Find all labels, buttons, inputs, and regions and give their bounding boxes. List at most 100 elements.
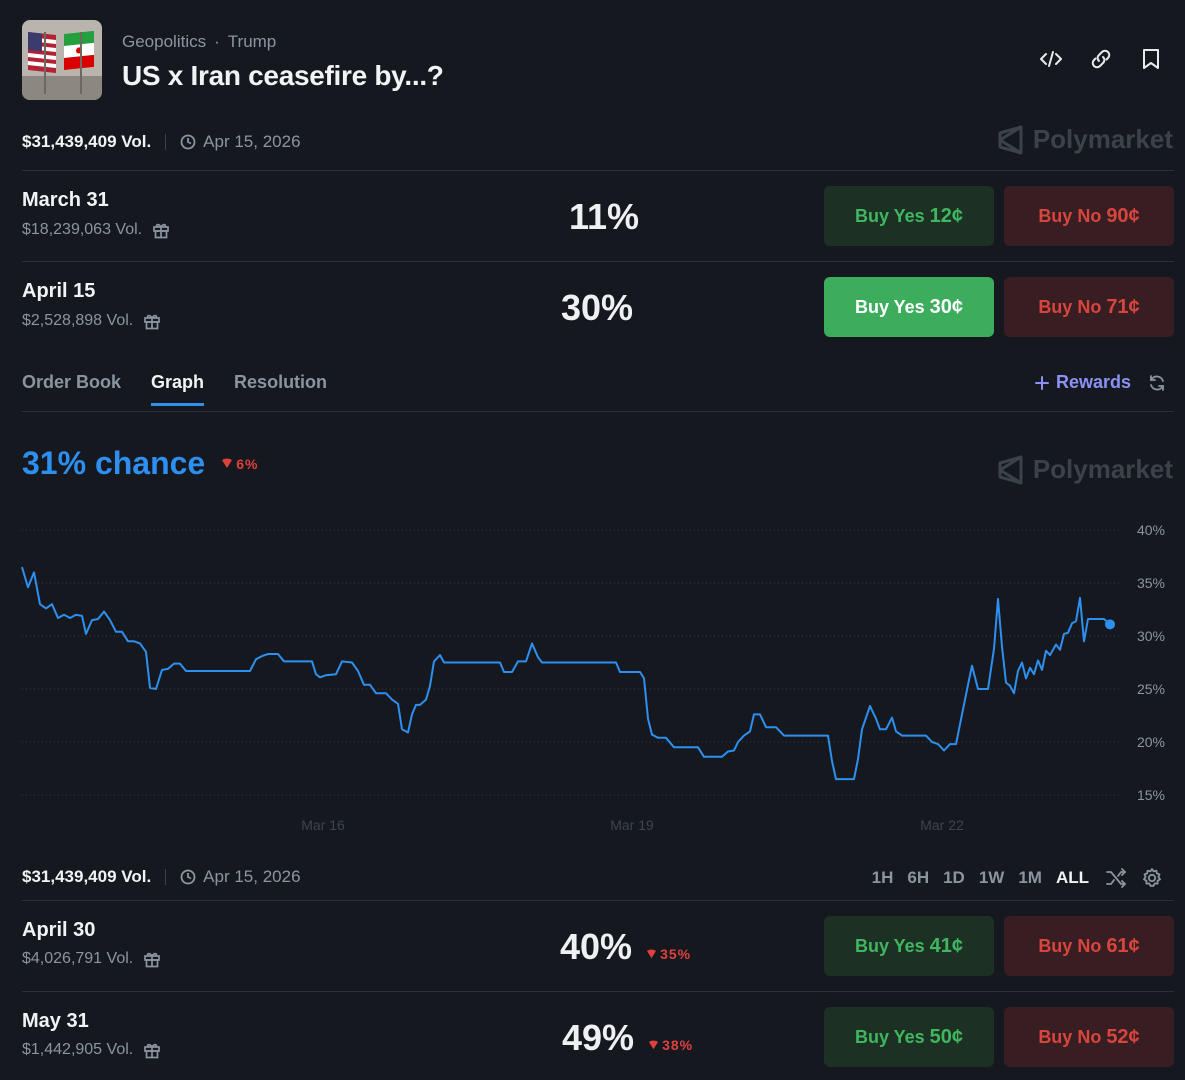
y-tick-label: 20% xyxy=(1137,734,1165,750)
market-name[interactable]: May 31 xyxy=(22,1010,89,1032)
buy-no-button[interactable]: Buy No 52¢ xyxy=(1004,1007,1174,1067)
chance-change: 6% xyxy=(221,456,258,472)
divider xyxy=(22,261,1174,262)
plus-icon xyxy=(1035,375,1049,390)
divider xyxy=(22,411,1174,412)
meta-divider xyxy=(165,134,167,150)
watermark-text: Polymarket xyxy=(1032,124,1173,154)
market-name[interactable]: March 31 xyxy=(22,189,109,211)
breadcrumb-item-geopolitics[interactable]: Geopolitics xyxy=(122,32,207,51)
gift-icon[interactable] xyxy=(143,950,161,968)
link-icon[interactable] xyxy=(1089,46,1113,72)
y-tick-label: 35% xyxy=(1137,575,1165,591)
market-percent: 11% xyxy=(569,196,639,238)
buy-yes-price: 30¢ xyxy=(929,295,964,318)
buy-no-label: Buy No xyxy=(1038,296,1102,317)
market-percent-value: 30% xyxy=(561,287,634,328)
settings-gear-icon[interactable] xyxy=(1141,867,1163,889)
range-1h[interactable]: 1H xyxy=(871,868,894,887)
embed-icon[interactable] xyxy=(1039,46,1063,72)
chart-end-dot xyxy=(1105,619,1115,630)
tab-resolution[interactable]: Resolution xyxy=(234,372,328,392)
buy-no-label: Buy No xyxy=(1038,205,1102,226)
buy-no-button[interactable]: Buy No 90¢ xyxy=(1004,186,1174,246)
buy-no-button[interactable]: Buy No 61¢ xyxy=(1004,916,1174,976)
x-tick-label: Mar 19 xyxy=(610,817,654,833)
buy-yes-label: Buy Yes xyxy=(854,935,925,956)
total-volume: $31,439,409 Vol. xyxy=(22,132,152,151)
market-volume: $1,442,905 Vol. xyxy=(22,1041,161,1059)
buy-no-button[interactable]: Buy No 71¢ xyxy=(1004,277,1174,337)
end-date-text: Apr 15, 2026 xyxy=(203,867,301,886)
polymarket-watermark: Polymarket xyxy=(997,454,1173,485)
y-tick-label: 15% xyxy=(1137,787,1165,803)
gift-icon[interactable] xyxy=(143,1041,161,1059)
range-1w[interactable]: 1W xyxy=(978,868,1005,887)
buy-yes-label: Buy Yes xyxy=(854,205,925,226)
tab-order-book[interactable]: Order Book xyxy=(22,372,122,392)
buy-no-label: Buy No xyxy=(1038,935,1102,956)
buy-yes-button[interactable]: Buy Yes 50¢ xyxy=(824,1007,994,1067)
y-tick-label: 25% xyxy=(1137,681,1165,697)
market-change: 35% xyxy=(646,946,691,962)
buy-yes-button[interactable]: Buy Yes 12¢ xyxy=(824,186,994,246)
polymarket-watermark: Polymarket xyxy=(997,124,1173,155)
buy-no-price: 71¢ xyxy=(1106,295,1140,318)
clock-icon xyxy=(180,134,196,150)
gift-icon[interactable] xyxy=(152,221,170,239)
tab-graph[interactable]: Graph xyxy=(151,372,205,406)
down-triangle-icon xyxy=(647,949,657,959)
polymarket-logo-icon xyxy=(998,455,1023,484)
shuffle-icon[interactable] xyxy=(1105,868,1127,888)
buy-yes-price: 41¢ xyxy=(929,934,964,957)
refresh-icon[interactable] xyxy=(1147,373,1167,398)
end-date: Apr 15, 2026 xyxy=(180,132,301,152)
volume-summary: $31,439,409 Vol. Apr 15, 2026 xyxy=(22,132,301,152)
y-tick-label: 40% xyxy=(1137,522,1165,538)
buy-yes-button[interactable]: Buy Yes 41¢ xyxy=(824,916,994,976)
breadcrumb-item-trump[interactable]: Trump xyxy=(227,32,277,51)
event-thumbnail xyxy=(22,20,102,100)
market-volume-text: $1,442,905 Vol. xyxy=(22,1041,134,1058)
divider xyxy=(22,991,1174,992)
chart-grid xyxy=(22,529,1122,796)
flags-image xyxy=(22,20,102,100)
volume-summary: $31,439,409 Vol. Apr 15, 2026 xyxy=(22,867,301,887)
range-1d[interactable]: 1D xyxy=(943,868,965,887)
range-1m[interactable]: 1M xyxy=(1018,868,1042,887)
buy-yes-button-selected[interactable]: Buy Yes 30¢ xyxy=(824,277,994,337)
watermark-text: Polymarket xyxy=(1032,454,1173,484)
rewards-label: Rewards xyxy=(1056,372,1132,392)
down-triangle-icon xyxy=(222,458,233,468)
market-name[interactable]: April 30 xyxy=(22,919,96,941)
market-volume: $2,528,898 Vol. xyxy=(22,312,161,330)
range-all[interactable]: ALL xyxy=(1055,868,1089,887)
time-range-selector: 1H 6H 1D 1W 1M ALL xyxy=(872,867,1163,889)
market-volume-text: $4,026,791 Vol. xyxy=(22,950,134,967)
market-volume-text: $2,528,898 Vol. xyxy=(22,312,134,329)
market-percent-value: 49% xyxy=(562,1017,635,1058)
rewards-button[interactable]: Rewards xyxy=(1034,372,1131,393)
header-actions xyxy=(1039,46,1163,72)
buy-yes-price: 12¢ xyxy=(929,204,964,227)
polymarket-logo-icon xyxy=(998,125,1023,154)
market-volume-text: $18,239,063 Vol. xyxy=(22,221,143,238)
x-axis-labels: Mar 16 Mar 19 Mar 22 xyxy=(301,817,964,833)
x-tick-label: Mar 16 xyxy=(301,817,345,833)
market-change-value: 35% xyxy=(660,946,692,962)
meta-divider xyxy=(165,869,167,885)
market-name[interactable]: April 15 xyxy=(22,280,96,302)
gift-icon[interactable] xyxy=(143,312,161,330)
buy-yes-label: Buy Yes xyxy=(854,1026,925,1047)
market-volume: $4,026,791 Vol. xyxy=(22,950,161,968)
bookmark-icon[interactable] xyxy=(1139,46,1163,72)
chance-header: 31% chance 6% xyxy=(22,445,258,482)
market-percent: 30% xyxy=(561,287,633,329)
range-6h[interactable]: 6H xyxy=(907,868,930,887)
market-percent-value: 11% xyxy=(569,196,640,237)
chance-change-value: 6% xyxy=(236,455,259,472)
divider xyxy=(22,900,1174,901)
chance-value: 31% chance xyxy=(22,445,206,481)
chart-series-line xyxy=(21,566,1111,781)
price-chart[interactable]: 40% 35% 30% 25% 20% 15% Mar 16 Mar 19 Mar 22 xyxy=(0,500,1185,840)
